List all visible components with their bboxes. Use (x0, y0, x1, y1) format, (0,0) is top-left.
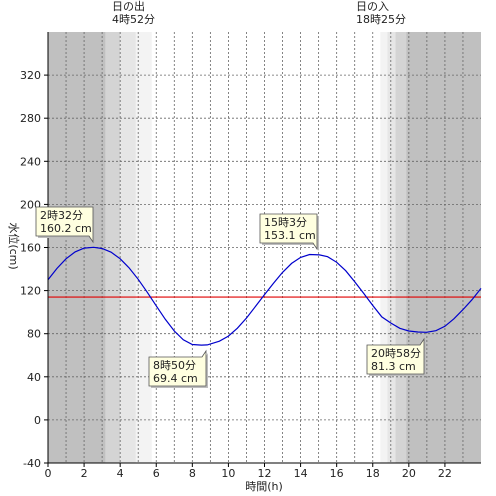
y-tick-label: 240 (20, 155, 41, 168)
x-tick-label: 4 (117, 467, 124, 480)
x-tick-label: 22 (438, 467, 452, 480)
y-tick-label: 160 (20, 242, 41, 255)
sunrise-label: 日の出 (112, 0, 145, 13)
y-tick-label: 80 (27, 328, 41, 341)
callout-time: 15時3分 (264, 216, 307, 229)
callout-time: 8時50分 (153, 359, 196, 372)
x-tick-label: 0 (45, 467, 52, 480)
callout-value: 153.1 cm (264, 229, 316, 242)
series-group (47, 246, 482, 346)
callout-value: 160.2 cm (40, 222, 92, 235)
x-tick-label: 14 (294, 467, 308, 480)
x-tick-label: 8 (189, 467, 196, 480)
x-tick-label: 18 (366, 467, 380, 480)
sunset-time: 18時25分 (356, 13, 406, 26)
callout-box (35, 206, 94, 244)
callout-box (148, 349, 207, 387)
sunrise-time: 4時52分 (112, 13, 155, 26)
callout-box (259, 213, 318, 251)
y-tick-label: 120 (20, 285, 41, 298)
x-tick-label: 6 (153, 467, 160, 480)
morning-shade-band (135, 32, 152, 463)
x-tick-label: 2 (81, 467, 88, 480)
x-tick-label: 16 (330, 467, 344, 480)
gridlines (48, 32, 481, 463)
sunrise-label-group: 日の出 4時52分 (112, 0, 155, 26)
sunset-label-group: 日の入 18時25分 (356, 0, 406, 26)
x-tick-label: 10 (221, 467, 235, 480)
callout-time: 2時32分 (40, 209, 83, 222)
x-tick-label: 12 (258, 467, 272, 480)
callout-box (366, 337, 425, 375)
x-axis-title: 時間(h) (245, 480, 283, 493)
x-tick-label: 20 (402, 467, 416, 480)
callout-value: 69.4 cm (153, 372, 198, 385)
evening-shade-band (387, 32, 396, 463)
sunset-label: 日の入 (356, 0, 389, 13)
y-tick-label: 320 (20, 69, 41, 82)
y-tick-label: 280 (20, 112, 41, 125)
y-tick-label: 40 (27, 371, 41, 384)
tide-level-line (47, 246, 482, 346)
y-axis-title: 水位(cm) (7, 222, 21, 269)
callout-time: 20時58分 (371, 347, 421, 360)
callout-value: 81.3 cm (371, 360, 416, 373)
y-tick-label: -40 (23, 457, 41, 470)
y-tick-label: 0 (34, 414, 41, 427)
evening-shade-band (380, 32, 388, 463)
